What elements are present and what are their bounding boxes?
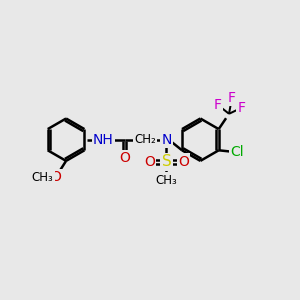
Text: F: F xyxy=(228,91,236,105)
Text: F: F xyxy=(237,101,245,115)
Text: N: N xyxy=(161,133,172,147)
Text: F: F xyxy=(214,98,222,112)
Text: O: O xyxy=(178,155,189,169)
Text: O: O xyxy=(119,151,130,165)
Text: S: S xyxy=(162,154,171,169)
Text: CH₃: CH₃ xyxy=(156,173,177,187)
Text: O: O xyxy=(144,155,155,169)
Text: CH₃: CH₃ xyxy=(32,171,53,184)
Text: NH: NH xyxy=(93,133,114,147)
Text: O: O xyxy=(50,170,61,184)
Text: CH₂: CH₂ xyxy=(134,133,156,146)
Text: Cl: Cl xyxy=(230,145,244,159)
